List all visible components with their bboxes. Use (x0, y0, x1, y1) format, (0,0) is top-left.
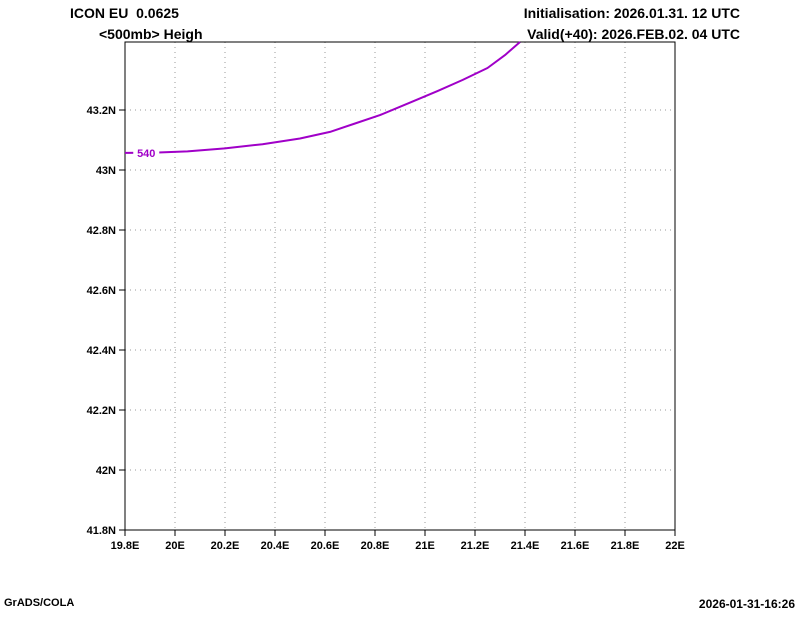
x-tick-label: 22E (665, 540, 685, 552)
y-tick-label: 42.2N (87, 405, 116, 417)
x-tick-label: 21.6E (561, 540, 590, 552)
x-tick-label: 21E (415, 540, 435, 552)
x-tick-label: 20.6E (311, 540, 340, 552)
x-tick-label: 20.4E (261, 540, 290, 552)
contour-label-mask (133, 145, 160, 160)
x-tick-label: 20.8E (361, 540, 390, 552)
y-tick-label: 42.6N (87, 285, 116, 297)
y-tick-label: 42.4N (87, 345, 116, 357)
x-tick-label: 21.4E (511, 540, 540, 552)
x-tick-label: 21.2E (461, 540, 490, 552)
y-tick-label: 42.8N (87, 225, 116, 237)
contour-label: 540 (137, 148, 155, 160)
y-tick-label: 43.2N (87, 105, 116, 117)
y-tick-label: 41.8N (87, 525, 116, 537)
x-tick-label: 20E (165, 540, 185, 552)
model-title: ICON EU 0.0625 (70, 5, 179, 21)
field-title: <500mb> Heigh (99, 26, 203, 42)
valid-time: Valid(+40): 2026.FEB.02. 04 UTC (527, 26, 740, 42)
y-tick-label: 43N (96, 165, 116, 177)
initialisation-time: Initialisation: 2026.01.31. 12 UTC (523, 5, 740, 21)
creation-timestamp: 2026-01-31-16:26 (698, 597, 795, 611)
contour-line (124, 41, 521, 154)
plot-frame (124, 41, 676, 531)
x-tick-label: 21.8E (611, 540, 640, 552)
x-tick-label: 20.2E (211, 540, 240, 552)
y-tick-label: 42N (96, 465, 116, 477)
x-tick-label: 19.8E (111, 540, 140, 552)
grads-credit: GrADS/COLA (4, 597, 75, 609)
